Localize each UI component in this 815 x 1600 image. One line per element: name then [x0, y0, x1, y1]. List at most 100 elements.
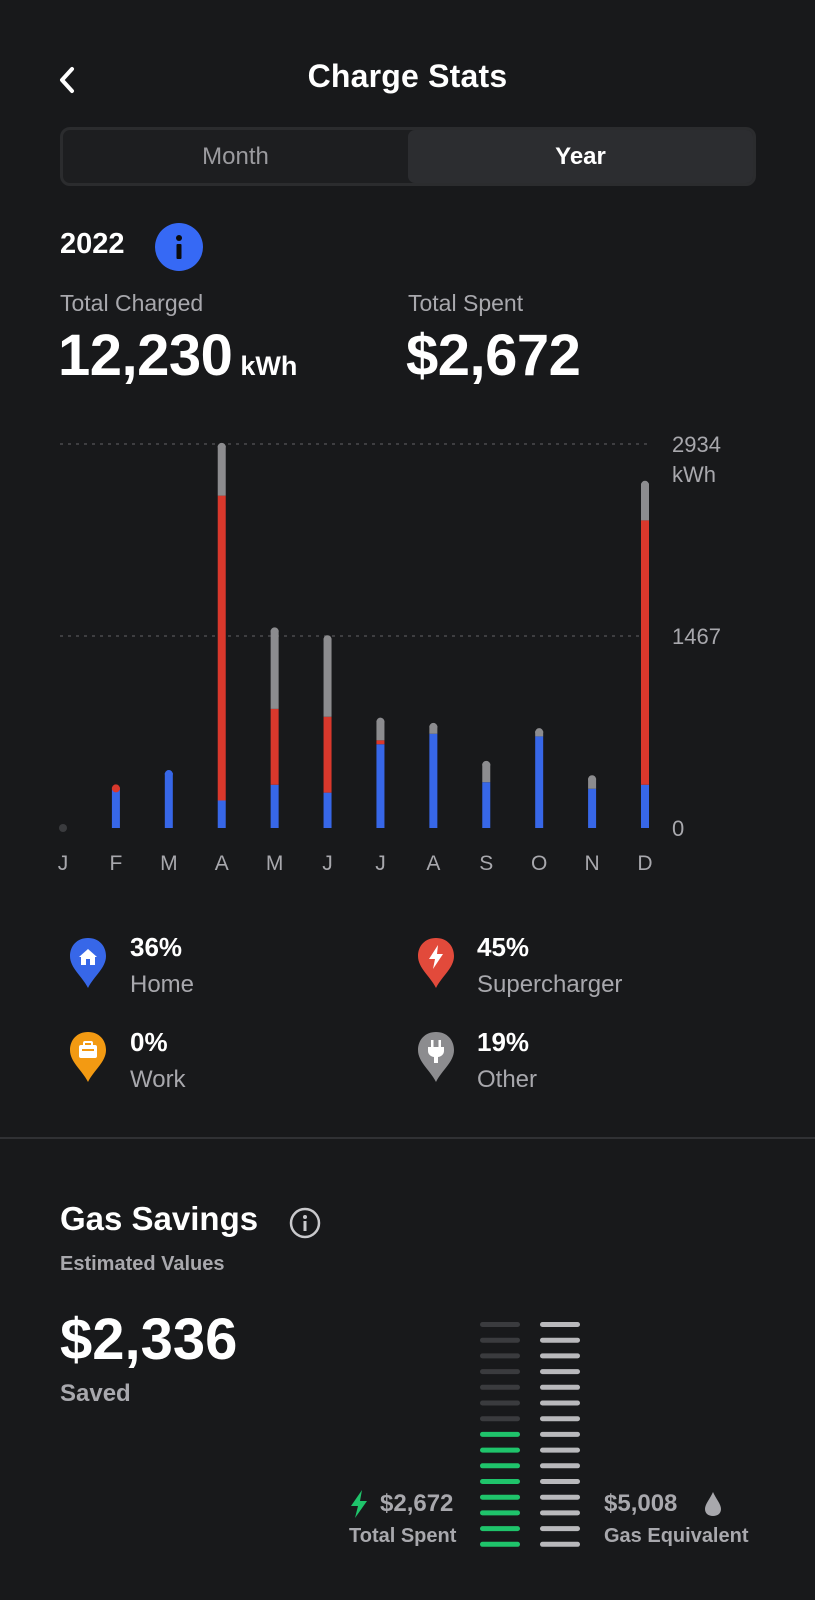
total-charged: 12,230 kWh [58, 322, 297, 389]
meter-gas-segment [540, 1431, 580, 1437]
y-unit-label: kWh [672, 462, 716, 487]
legend-supercharger-label: Supercharger [477, 971, 623, 998]
bar-cap [376, 717, 385, 726]
meter-gas-segment [540, 1494, 580, 1500]
page-title: Charge Stats [307, 58, 508, 94]
x-tick-label: A [426, 852, 440, 875]
meter-gas-segment [540, 1384, 580, 1390]
meter-spent-segment [480, 1541, 520, 1547]
legend-work-text: 0% Work [130, 1027, 186, 1094]
gas-savings-subtitle: Estimated Values [60, 1253, 225, 1275]
x-tick-label: J [58, 852, 69, 875]
bar-cap [270, 627, 279, 636]
meter-spent-segment [480, 1353, 520, 1359]
legend-other-text: 19% Other [477, 1027, 537, 1094]
meter-spent-segment [480, 1322, 520, 1327]
legend-home-pct: 36% [130, 932, 183, 962]
meter-gas-segment [540, 1463, 580, 1469]
legend-work-pct: 0% [130, 1027, 168, 1057]
year-info-button[interactable] [155, 223, 203, 271]
meter-gas-segment [540, 1416, 580, 1422]
x-tick-label: N [585, 852, 600, 875]
year-label: 2022 [60, 228, 125, 260]
x-tick-label: J [375, 852, 386, 875]
meter-spent-segment [480, 1526, 520, 1532]
x-tick-label: A [215, 852, 229, 875]
bar-cap [217, 442, 226, 451]
total-charged-unit: kWh [240, 351, 298, 381]
gas-savings-info-button[interactable] [289, 1207, 321, 1239]
bar-cap [429, 722, 438, 731]
gas-saved-label: Saved [60, 1380, 131, 1407]
x-tick-label: S [479, 852, 493, 875]
y-tick-label: 2934 [672, 432, 721, 457]
meter-spent-segment [480, 1400, 520, 1406]
meter-gas-segment [540, 1510, 580, 1516]
x-tick-label: J [322, 852, 333, 875]
meter-gas-segment [540, 1526, 580, 1532]
x-tick-label: M [266, 852, 284, 875]
info-circle-icon [289, 1207, 321, 1239]
back-button[interactable] [52, 60, 84, 100]
x-tick-label: O [531, 852, 547, 875]
tab-month[interactable]: Month [202, 142, 269, 170]
total-charged-value: 12,230 [58, 323, 233, 388]
bar-cap [323, 635, 332, 644]
legend-supercharger-text: 45% Supercharger [477, 932, 622, 999]
gas-savings-title: Gas Savings [60, 1200, 259, 1237]
meter-gas-segment [540, 1369, 580, 1375]
total-charged-label: Total Charged [60, 290, 204, 316]
bar-empty-dot [59, 824, 67, 832]
legend-supercharger-pct: 45% [477, 932, 530, 962]
meter-spent-segment [480, 1463, 520, 1469]
meter-gas-segment [540, 1541, 580, 1547]
total-spent-value: $2,672 [406, 323, 581, 388]
legend-item-home [68, 936, 108, 995]
briefcase-pin-icon [70, 1032, 106, 1082]
legend-other-pct: 19% [477, 1027, 530, 1057]
tab-year[interactable]: Year [408, 130, 753, 183]
gas-total-spent-label: Total Spent [349, 1525, 457, 1547]
y-tick-label: 0 [672, 816, 684, 841]
meter-spent-segment [480, 1494, 520, 1500]
meter-spent-segment [480, 1369, 520, 1375]
bar-cap [535, 728, 544, 737]
y-tick-label: 1467 [672, 624, 721, 649]
meter-spent-segment [480, 1479, 520, 1484]
meter-gas-segment [540, 1337, 580, 1343]
total-spent-label: Total Spent [408, 290, 524, 316]
meter-spent-segment [480, 1431, 520, 1437]
lightning-pin-icon [418, 938, 454, 988]
home-pin-icon [70, 938, 106, 988]
period-toggle: Month Year [60, 127, 756, 186]
gas-comparison-meter [480, 1322, 580, 1547]
meter-spent-segment [480, 1416, 520, 1422]
section-divider [0, 1137, 815, 1139]
legend-item-work [68, 1030, 108, 1089]
legend-item-supercharger [416, 936, 456, 995]
meter-gas-segment [540, 1447, 580, 1453]
meter-gas-segment [540, 1400, 580, 1406]
gas-total-spent-value: $2,672 [380, 1490, 454, 1517]
legend-item-other [416, 1030, 456, 1089]
legend-work-label: Work [130, 1066, 186, 1093]
meter-spent-segment [480, 1384, 520, 1390]
info-icon [176, 235, 182, 259]
gas-equivalent-label: Gas Equivalent [604, 1525, 749, 1547]
gas-saved-value: $2,336 [60, 1307, 238, 1372]
charge-bar-chart: 0 1467 2934 kWh J F M A M J J A S O N D [58, 432, 721, 875]
meter-spent-segment [480, 1510, 520, 1516]
lightning-icon [351, 1490, 367, 1518]
meter-gas-segment [540, 1353, 580, 1359]
legend-home-label: Home [130, 971, 195, 998]
bar-cap [111, 784, 120, 793]
x-tick-label: D [637, 852, 652, 875]
meter-gas-segment [540, 1479, 580, 1484]
fuel-drop-icon [705, 1492, 721, 1516]
bar-cap [588, 775, 597, 784]
bar-cap [164, 770, 173, 779]
bar-cap [641, 480, 649, 489]
bar-cap [482, 760, 491, 769]
gas-equivalent-value: $5,008 [604, 1490, 678, 1517]
legend-other-label: Other [477, 1066, 538, 1093]
